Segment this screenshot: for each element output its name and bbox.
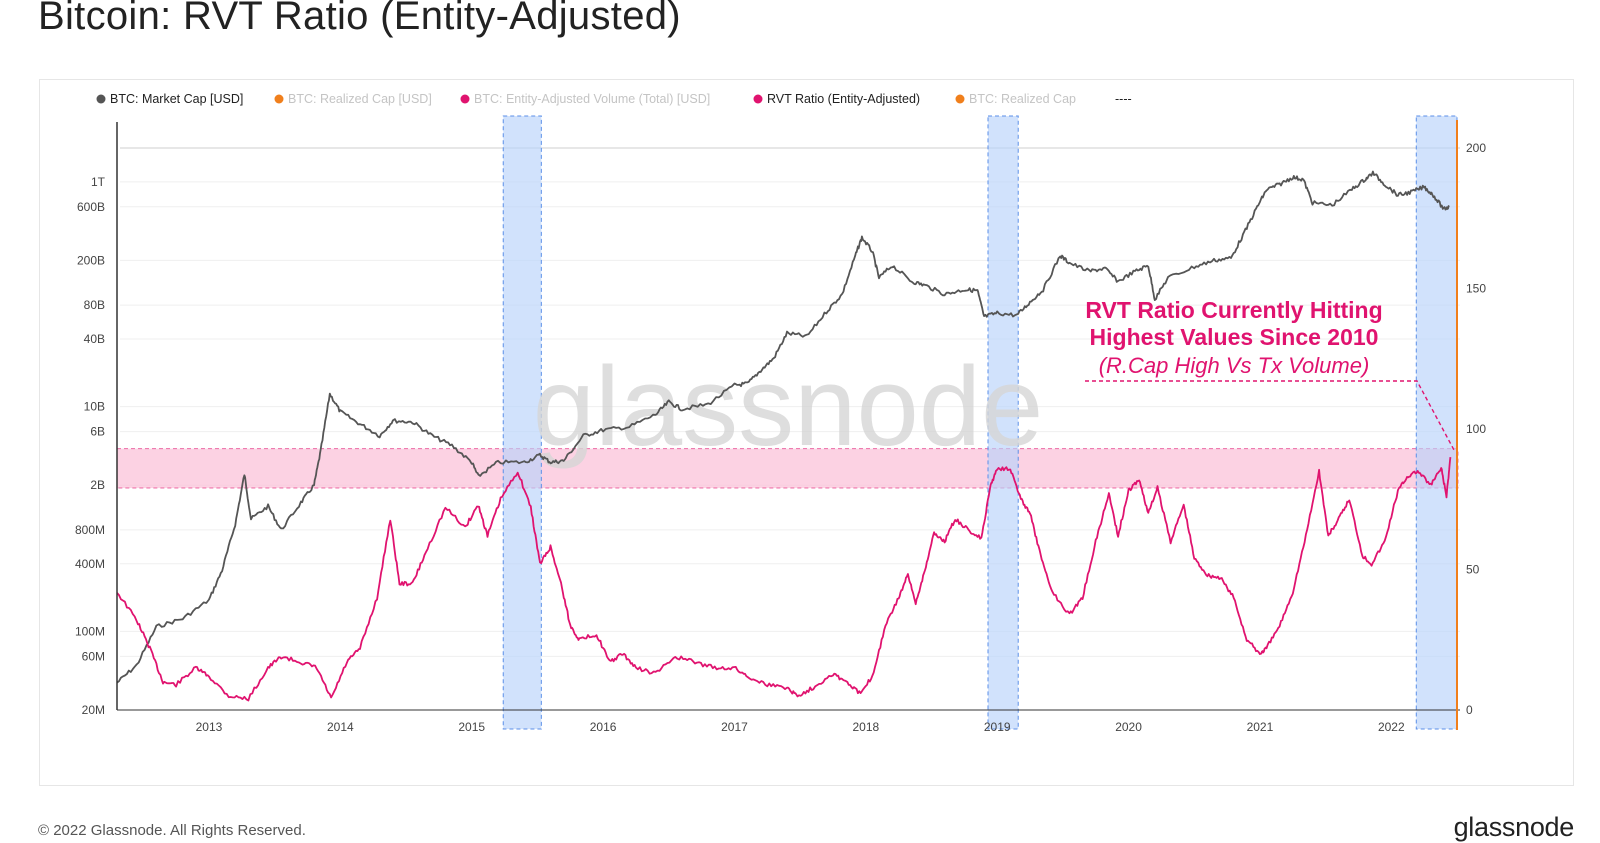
y-right-tick-label: 100 <box>1466 422 1486 436</box>
x-tick-label: 2017 <box>721 720 748 734</box>
y-right-tick-label: 150 <box>1466 282 1486 296</box>
legend-item[interactable]: BTC: Market Cap [USD] <box>96 92 244 106</box>
legend-item[interactable]: BTC: Realized Cap [USD] <box>274 92 432 106</box>
series-group <box>116 170 1452 702</box>
legend-label: BTC: Market Cap [USD] <box>110 92 243 106</box>
legend-dot-icon <box>460 94 470 104</box>
y-left-tick-label: 40B <box>84 332 105 346</box>
y-left-tick-label: 1T <box>91 175 106 189</box>
axes: 2013 2014 2015 2016 2017 2018 2019 2020 2021 2022… <box>75 120 1486 734</box>
x-tick-label: 2021 <box>1247 720 1274 734</box>
annotation-line-3: (R.Cap High Vs Tx Volume) <box>1099 353 1370 378</box>
legend-dot-icon <box>96 94 106 104</box>
rvt-chart: BTC: Market Cap [USD] BTC: Realized Cap [… <box>75 92 1486 734</box>
y-left-tick-label: 80B <box>84 298 105 312</box>
series-line-market-cap <box>116 170 1450 684</box>
x-tick-label: 2015 <box>458 720 485 734</box>
y-left-tick-label: 60M <box>82 649 105 663</box>
x-tick-label: 2016 <box>590 720 617 734</box>
y-left-tick-label: 800M <box>75 523 105 537</box>
series-line-rvt-ratio <box>116 456 1452 702</box>
annotation-pointer <box>1085 380 1455 451</box>
footer-logo: glassnode <box>1453 812 1575 842</box>
legend-label: BTC: Entity-Adjusted Volume (Total) [USD… <box>474 92 710 106</box>
x-tick-label: 2014 <box>327 720 354 734</box>
legend-label: BTC: Realized Cap [USD] <box>288 92 432 106</box>
y-left-tick-label: 2B <box>90 478 105 492</box>
annotation-line-2: Highest Values Since 2010 <box>1090 324 1379 350</box>
annotation: RVT Ratio Currently Hitting Highest Valu… <box>1085 297 1455 451</box>
highlight-bands <box>116 115 1459 730</box>
y-left-tick-label: 6B <box>90 425 105 439</box>
y-right-tick-label: 50 <box>1466 563 1480 577</box>
highlight-band-rvt <box>116 448 1459 489</box>
highlight-band-cycle <box>1415 115 1458 730</box>
y-left-tick-label: 10B <box>84 400 105 414</box>
legend: BTC: Market Cap [USD] BTC: Realized Cap [… <box>96 92 1132 106</box>
legend-dot-icon <box>955 94 965 104</box>
page-title: Bitcoin: RVT Ratio (Entity-Adjusted) <box>38 0 681 38</box>
y-left-tick-label: 600B <box>77 200 105 214</box>
legend-dot-icon <box>274 94 284 104</box>
legend-item[interactable]: ---- <box>1115 92 1132 106</box>
legend-dot-icon <box>753 94 763 104</box>
highlight-band-cycle <box>987 115 1019 730</box>
x-tick-label: 2019 <box>984 720 1011 734</box>
highlight-band-cycle <box>502 115 542 730</box>
footer-copyright: © 2022 Glassnode. All Rights Reserved. <box>38 822 306 839</box>
x-tick-label: 2020 <box>1115 720 1142 734</box>
y-right-tick-label: 200 <box>1466 141 1486 155</box>
y-left-tick-label: 400M <box>75 557 105 571</box>
x-tick-label: 2018 <box>852 720 879 734</box>
legend-item[interactable]: BTC: Entity-Adjusted Volume (Total) [USD… <box>460 92 711 106</box>
annotation-line-1: RVT Ratio Currently Hitting <box>1085 297 1382 323</box>
y-left-tick-label: 100M <box>75 624 105 638</box>
legend-label: BTC: Realized Cap <box>969 92 1076 106</box>
legend-item[interactable]: RVT Ratio (Entity-Adjusted) <box>753 92 921 106</box>
legend-label: RVT Ratio (Entity-Adjusted) <box>767 92 920 106</box>
x-tick-label: 2013 <box>196 720 223 734</box>
y-right-tick-label: 0 <box>1466 703 1473 717</box>
y-left-tick-label: 20M <box>82 703 105 717</box>
legend-item[interactable]: BTC: Realized Cap <box>955 92 1077 106</box>
y-left-tick-label: 200B <box>77 253 105 267</box>
legend-label: ---- <box>1115 92 1132 106</box>
watermark: glassnode <box>533 344 1044 469</box>
x-tick-label: 2022 <box>1378 720 1405 734</box>
chart-frame: BTC: Market Cap [USD] BTC: Realized Cap [… <box>39 79 1574 786</box>
